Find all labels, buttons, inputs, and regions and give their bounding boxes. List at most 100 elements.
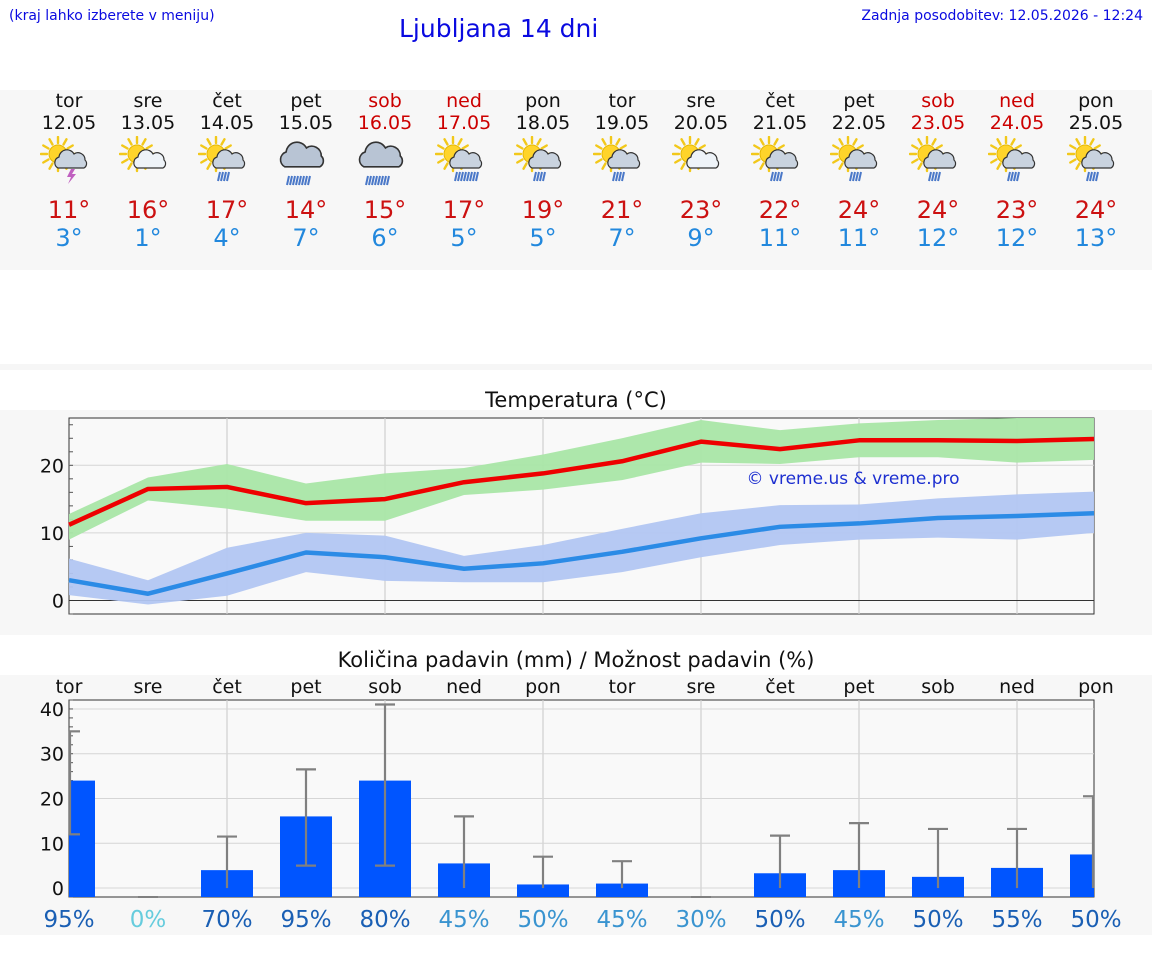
sun-cloud-heavy-rain-icon (435, 136, 483, 182)
min-temperature: 11° (758, 224, 802, 252)
sun-cloud-light-rain-icon (1067, 136, 1115, 182)
day-name: sre (686, 90, 716, 112)
weather-icon-slot (820, 134, 898, 192)
max-temperature: 23° (679, 196, 723, 224)
weather-icon-slot (267, 134, 345, 192)
day-label: tor (56, 676, 83, 698)
tmax-range-band (69, 418, 1094, 540)
min-temperature: 3° (55, 224, 83, 252)
last-update: Zadnja posodobitev: 12.05.2026 - 12:24 (861, 8, 1143, 24)
day-label: čet (765, 676, 795, 698)
sun-cloud-light-rain-icon (988, 136, 1036, 182)
precipitation-y-tick-label: 40 (40, 699, 64, 721)
day-name: čet (212, 90, 242, 112)
min-temperature: 12° (995, 224, 1039, 252)
weather-icon-slot (978, 134, 1056, 192)
forecast-day: tor 19.05 21° 7° (583, 90, 661, 252)
day-date: 20.05 (673, 112, 729, 134)
max-temperature: 17° (205, 196, 249, 224)
precipitation-chance: 50% (517, 907, 568, 933)
day-name: tor (608, 90, 636, 112)
day-date: 19.05 (594, 112, 650, 134)
max-temperature: 24° (837, 196, 881, 224)
max-temperature: 23° (995, 196, 1039, 224)
weather-icon-slot (583, 134, 661, 192)
sun-cloud-icon (119, 136, 167, 173)
precipitation-chance: 70% (201, 907, 252, 933)
min-temperature: 11° (837, 224, 881, 252)
day-name: pet (843, 90, 875, 112)
min-temperature: 7° (292, 224, 320, 252)
day-date: 17.05 (436, 112, 492, 134)
day-label: sob (368, 676, 402, 698)
forecast-day: čet 14.05 17° 4° (188, 90, 266, 252)
min-temperature: 1° (134, 224, 162, 252)
forecast-strip: tor 12.05 11° 3° sre 13.05 16° 1° čet 14.05 17° 4° p… (0, 90, 1152, 270)
min-temperature: 5° (450, 224, 478, 252)
tmin-line (68, 511, 1095, 596)
precipitation-chance: 50% (1070, 907, 1121, 933)
day-date: 24.05 (989, 112, 1045, 134)
day-date: 21.05 (752, 112, 808, 134)
weather-icon-slot (662, 134, 740, 192)
min-temperature: 4° (213, 224, 241, 252)
day-date: 16.05 (357, 112, 413, 134)
page-title: Ljubljana 14 dni (399, 14, 599, 43)
day-date: 15.05 (278, 112, 334, 134)
precipitation-chance: 45% (596, 907, 647, 933)
day-name: sob (921, 90, 955, 112)
min-temperature: 9° (687, 224, 715, 252)
precipitation-chance: 45% (438, 907, 489, 933)
precipitation-chance: 45% (833, 907, 884, 933)
day-name: tor (55, 90, 83, 112)
sun-cloud-light-rain-icon (830, 136, 878, 182)
min-temperature: 13° (1074, 224, 1118, 252)
max-temperature: 22° (758, 196, 802, 224)
sun-cloud-thunder-icon (40, 136, 88, 184)
max-temperature: 11° (47, 196, 91, 224)
min-temperature: 5° (529, 224, 557, 252)
separator (0, 364, 1152, 370)
precipitation-bar (1070, 854, 1094, 897)
sun-cloud-icon (672, 136, 720, 173)
day-label: pon (1078, 676, 1114, 698)
weather-icon-slot (741, 134, 819, 192)
day-label: pet (843, 676, 874, 698)
day-label: sre (687, 676, 716, 698)
weather-icon-slot (899, 134, 977, 192)
forecast-day: sre 13.05 16° 1° (109, 90, 187, 252)
forecast-day: pet 22.05 24° 11° (820, 90, 898, 252)
sun-cloud-rain-icon (514, 136, 562, 182)
day-date: 13.05 (120, 112, 176, 134)
day-date: 22.05 (831, 112, 887, 134)
precipitation-chance: 50% (754, 907, 805, 933)
tmax-line (68, 436, 1095, 527)
precipitation-y-tick-label: 0 (52, 878, 64, 900)
weather-icon-slot (425, 134, 503, 192)
precipitation-y-tick-label: 20 (40, 789, 64, 811)
sun-cloud-light-rain-icon (593, 136, 641, 182)
day-name: pon (1078, 90, 1114, 112)
max-temperature: 24° (1074, 196, 1118, 224)
precipitation-chance: 50% (912, 907, 963, 933)
weather-icon-slot (504, 134, 582, 192)
day-name: čet (765, 90, 795, 112)
day-name: sre (133, 90, 163, 112)
max-temperature: 14° (284, 196, 328, 224)
precipitation-chance: 95% (280, 907, 331, 933)
forecast-day: čet 21.05 22° 11° (741, 90, 819, 252)
precipitation-chart-title: Količina padavin (mm) / Možnost padavin … (337, 648, 815, 672)
precipitation-chart: tor sre čet pet sob ned pon tor sre čet pet sob ned p… (40, 676, 1122, 933)
day-date: 18.05 (515, 112, 571, 134)
forecast-day: sob 16.05 15° 6° (346, 90, 424, 252)
precipitation-chart-band: tor sre čet pet sob ned pon tor sre čet pet sob ned p… (0, 675, 1152, 935)
sun-cloud-light-rain-icon (909, 136, 957, 182)
max-temperature: 15° (363, 196, 407, 224)
precipitation-bar (596, 883, 648, 897)
weather-icon-slot (109, 134, 187, 192)
day-label: čet (212, 676, 242, 698)
precipitation-chance: 0% (130, 907, 167, 933)
weather-icon-slot (30, 134, 108, 192)
forecast-day: tor 12.05 11° 3° (30, 90, 108, 252)
day-label: pon (525, 676, 561, 698)
